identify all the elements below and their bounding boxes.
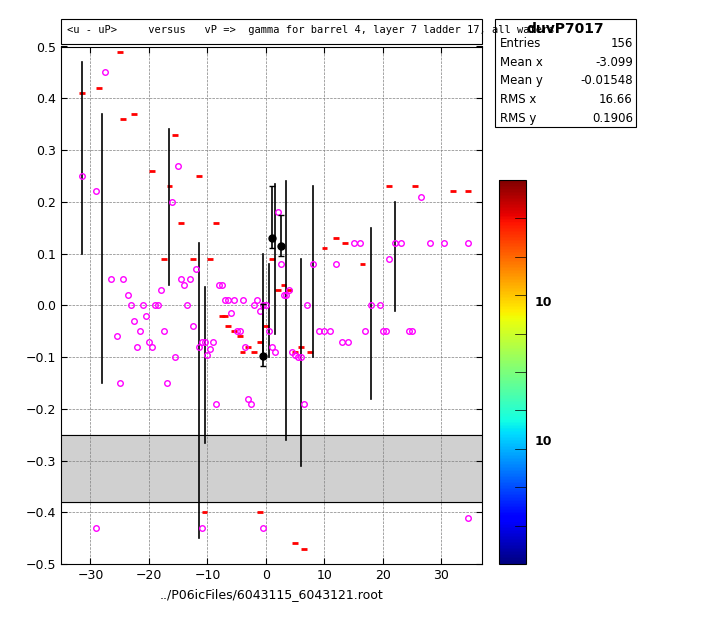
X-axis label: ../P06icFiles/6043115_6043121.root: ../P06icFiles/6043115_6043121.root (160, 588, 384, 601)
Text: 0.1906: 0.1906 (592, 112, 633, 125)
Text: RMS y: RMS y (500, 112, 536, 125)
Text: -3.099: -3.099 (595, 56, 633, 69)
Text: 16.66: 16.66 (599, 93, 633, 106)
Text: duvP7017: duvP7017 (527, 22, 604, 36)
Text: Mean x: Mean x (500, 56, 543, 69)
Text: Mean y: Mean y (500, 74, 543, 87)
Text: 10: 10 (535, 435, 552, 448)
Bar (61, 435, 482, 502)
Text: <u - uP>     versus   vP =>  gamma for barrel 4, layer 7 ladder 17, all wafers: <u - uP> versus vP => gamma for barrel 4… (67, 25, 554, 35)
Text: Entries: Entries (500, 37, 541, 50)
Text: 10: 10 (535, 296, 552, 309)
Text: 156: 156 (611, 37, 633, 50)
Text: RMS x: RMS x (500, 93, 536, 106)
Text: -0.01548: -0.01548 (580, 74, 633, 87)
